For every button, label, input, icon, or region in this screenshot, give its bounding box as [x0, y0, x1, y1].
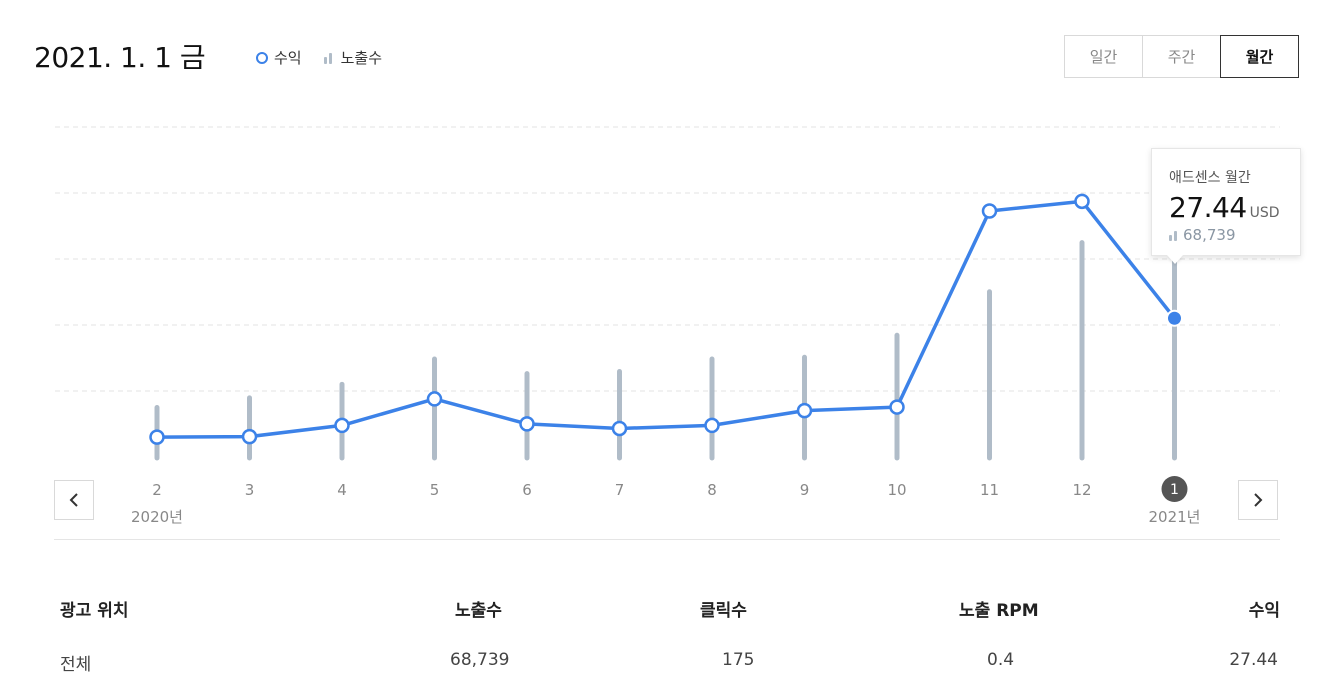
revenue-point	[241, 428, 258, 445]
period-toggle: 일간 주간 월간	[1064, 35, 1299, 78]
x-tick-label: 6	[522, 481, 532, 499]
tab-monthly[interactable]: 월간	[1220, 35, 1299, 78]
x-tick-label: 5	[430, 481, 440, 499]
revenue-point	[149, 429, 165, 445]
x-tick-label: 4	[337, 481, 347, 499]
revenue-point	[519, 416, 535, 432]
x-tick-label: 1	[1170, 482, 1179, 498]
tab-daily[interactable]: 일간	[1064, 35, 1143, 78]
chevron-right-icon	[1254, 493, 1263, 507]
x-tick-label: 10	[887, 481, 906, 499]
x-tick-label: 8	[707, 481, 717, 499]
revenue-chart: 2 3 4 5 6 7 8 9 10 11 12 1 2020년 2021년	[55, 126, 1280, 526]
year-label: 2021년	[1149, 508, 1201, 526]
bar-chart-icon	[1169, 229, 1179, 241]
cell-revenue: 27.44	[1229, 650, 1278, 670]
chart-tooltip: 애드센스 월간 27.44 USD 68,739	[1151, 148, 1301, 256]
tooltip-value: 27.44	[1169, 191, 1247, 224]
revenue-line	[155, 199, 1177, 439]
revenue-point	[889, 399, 905, 415]
col-header-placement: 광고 위치	[60, 601, 129, 621]
divider	[54, 539, 1280, 540]
x-tick-label: 11	[980, 481, 999, 499]
revenue-point	[796, 402, 813, 419]
chart-legend: 수익 노출수	[256, 47, 404, 68]
revenue-point	[426, 391, 443, 407]
selected-month-badge	[1161, 476, 1188, 502]
revenue-point	[1166, 309, 1183, 327]
legend-impressions-label: 노출수	[340, 49, 383, 67]
bar-chart-icon	[323, 52, 334, 64]
legend-impressions: 노출수	[323, 47, 383, 68]
x-tick-label: 9	[800, 481, 810, 499]
tooltip-unit: USD	[1249, 205, 1280, 221]
tooltip-title: 애드센스 월간	[1169, 170, 1251, 186]
col-header-rpm: 노출 RPM	[959, 601, 1039, 621]
legend-revenue: 수익	[256, 47, 302, 68]
revenue-point	[981, 203, 998, 219]
x-tick-label: 3	[245, 481, 255, 499]
revenue-point	[1074, 193, 1090, 210]
col-header-clicks: 클릭수	[700, 601, 747, 621]
cell-rpm: 0.4	[987, 650, 1015, 670]
revenue-point	[704, 417, 720, 434]
x-tick-label: 12	[1072, 481, 1091, 499]
revenue-point	[611, 420, 628, 437]
chevron-left-icon	[69, 493, 78, 507]
x-tick-label: 2	[152, 481, 162, 499]
cell-impressions: 68,739	[450, 650, 510, 670]
page-title: 2021. 1. 1 금	[34, 41, 206, 74]
col-header-impressions: 노출수	[455, 601, 502, 621]
x-tick-label: 7	[615, 481, 625, 499]
revenue-point	[334, 417, 350, 434]
cell-clicks: 175	[722, 650, 755, 670]
tooltip-impressions: 68,739	[1183, 226, 1236, 244]
col-header-revenue: 수익	[1248, 601, 1280, 621]
cell-placement: 전체	[60, 655, 92, 675]
next-period-button[interactable]	[1238, 480, 1278, 520]
year-label: 2020년	[131, 508, 183, 526]
revenue-ring-icon	[256, 51, 268, 64]
tooltip-caret	[1167, 255, 1183, 264]
tab-weekly[interactable]: 주간	[1142, 35, 1221, 78]
prev-period-button[interactable]	[54, 480, 94, 520]
legend-revenue-label: 수익	[274, 49, 302, 67]
